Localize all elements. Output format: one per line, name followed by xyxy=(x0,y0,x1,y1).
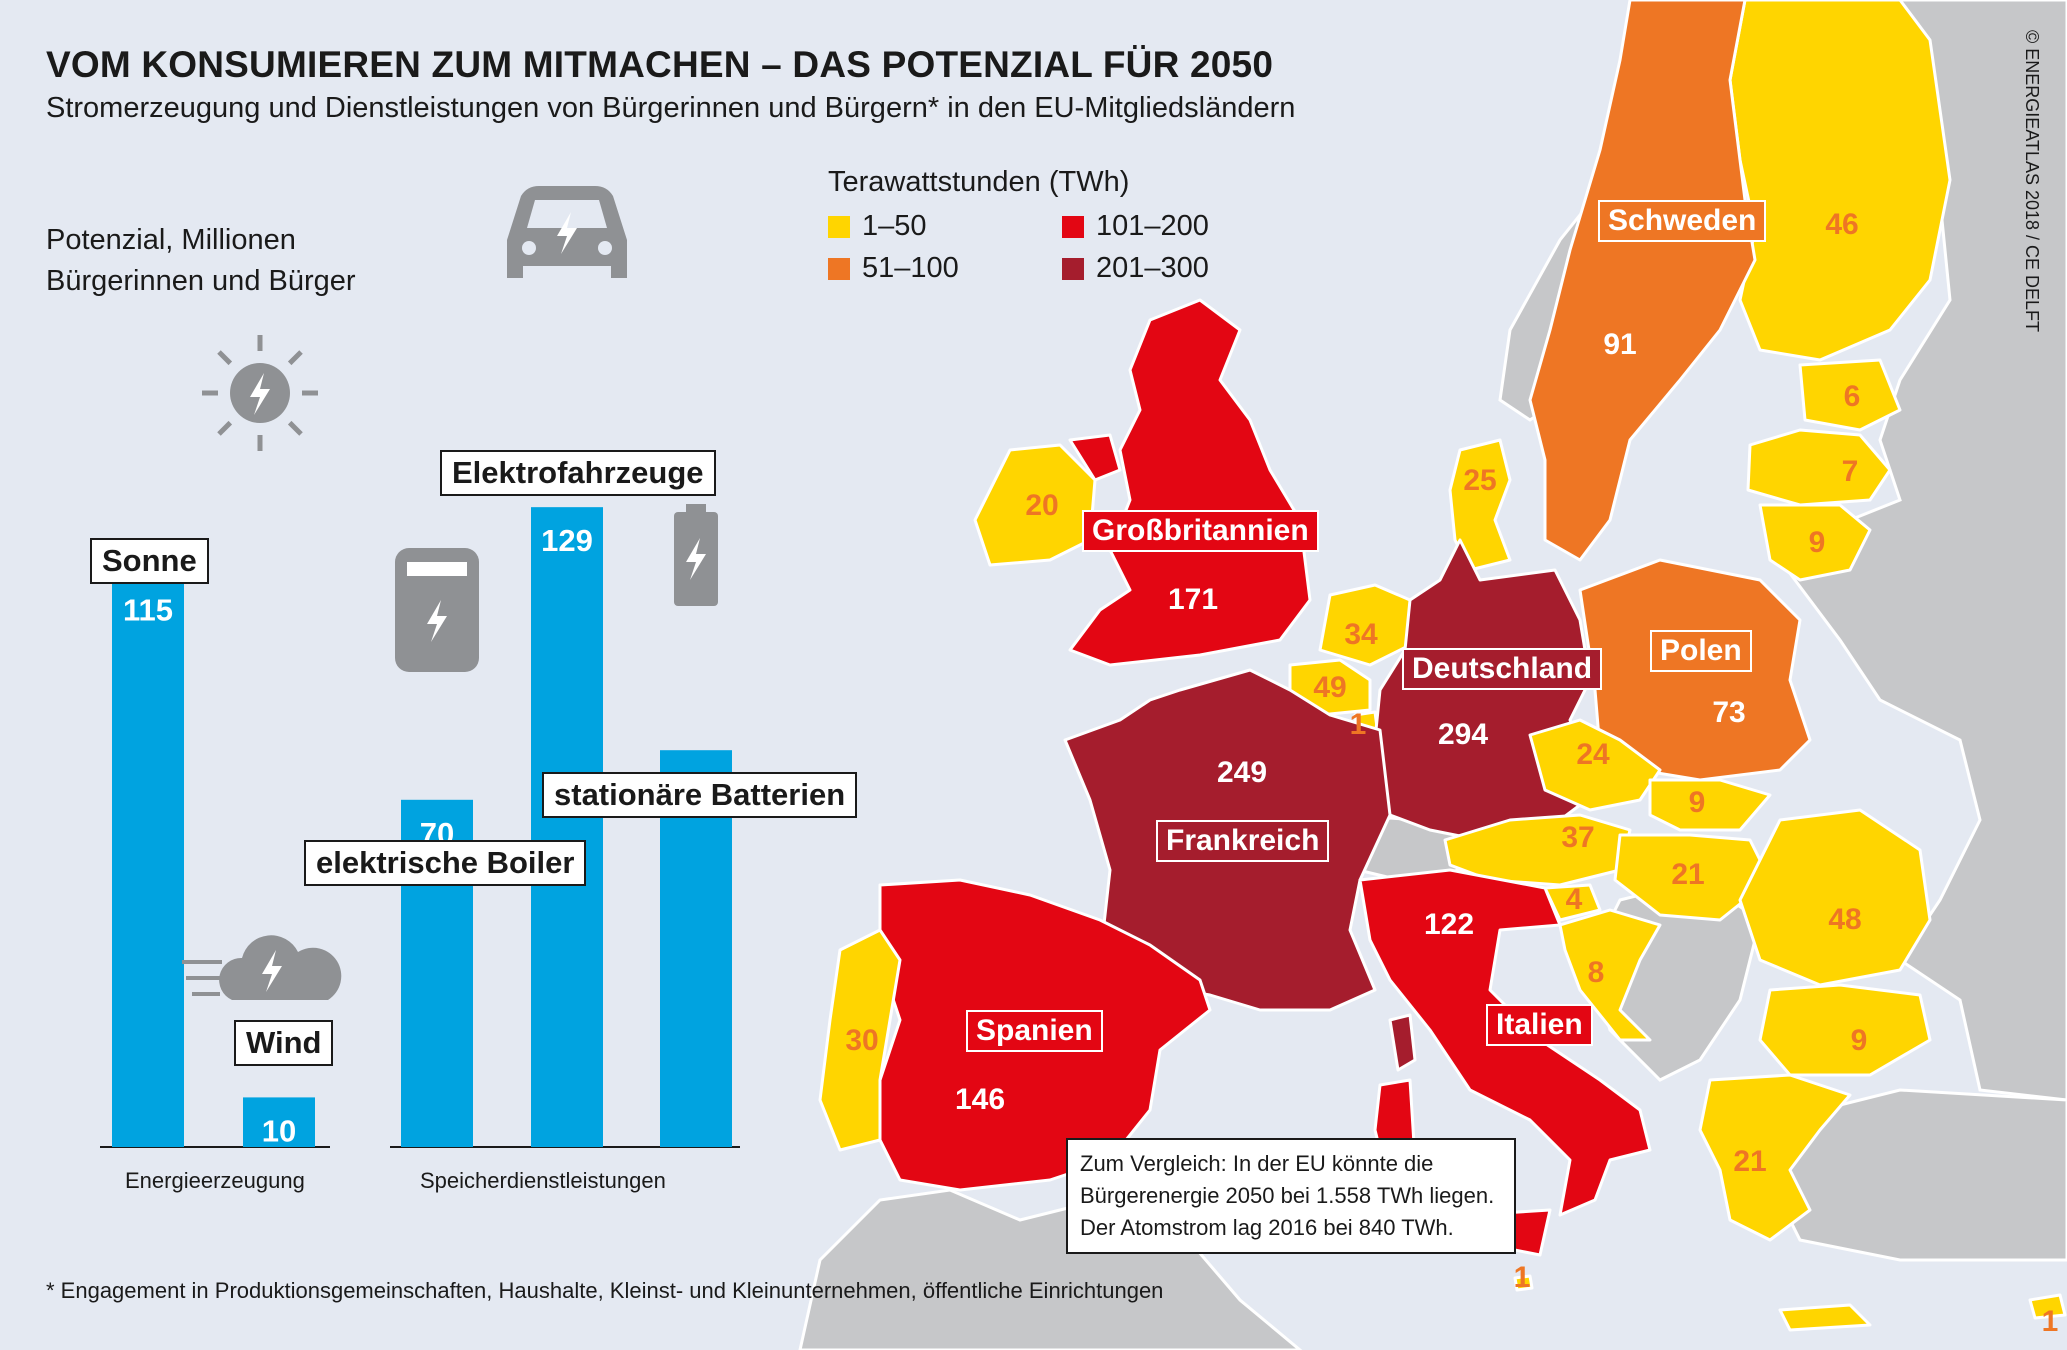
country-value-label: 21 xyxy=(1733,1145,1767,1178)
country-value-label: 6 xyxy=(1843,380,1861,413)
denmark-shape xyxy=(1448,438,1512,572)
bar-category-label: Elektrofahrzeuge xyxy=(440,450,716,496)
country-value-label: 7 xyxy=(1841,455,1859,488)
estonia-shape xyxy=(1798,358,1902,432)
finland-shape xyxy=(1728,0,1952,362)
bar-category-label: Wind xyxy=(234,1020,334,1066)
crete-shape xyxy=(1778,1303,1872,1332)
bar-group-label: Speicherdienstleistungen xyxy=(420,1168,666,1193)
country-value-label: 294 xyxy=(1437,718,1489,751)
lithuania-shape xyxy=(1758,503,1872,582)
country-value-label: 1 xyxy=(1349,708,1367,741)
country-value-label: 25 xyxy=(1463,464,1497,497)
country-value-label: 34 xyxy=(1344,618,1378,651)
country-value-label: 21 xyxy=(1671,858,1705,891)
country-value-label: 46 xyxy=(1825,208,1859,241)
country-value-label: 4 xyxy=(1565,883,1583,916)
credit-text: © ENERGIEATLAS 2018 / CE DELFT xyxy=(2022,30,2042,333)
sweden-shape xyxy=(1528,0,1757,562)
cyprus-shape xyxy=(2028,1293,2067,1320)
great-britain-shape xyxy=(1068,298,1312,667)
slovakia-shape xyxy=(1648,778,1772,832)
romania-shape xyxy=(1738,808,1932,987)
croatia-shape xyxy=(1558,908,1662,1042)
bar-category-label: elektrische Boiler xyxy=(304,840,587,886)
legend-swatch xyxy=(828,257,850,280)
legend-swatch xyxy=(1062,257,1084,280)
country-label: Spanien xyxy=(966,1010,1103,1052)
country-value-label: 48 xyxy=(1828,903,1862,936)
country-value-label: 8 xyxy=(1587,956,1605,989)
country-label: Italien xyxy=(1486,1004,1593,1046)
ireland-shape xyxy=(973,443,1097,567)
country-value-label: 91 xyxy=(1603,328,1637,361)
country-value-label: 1 xyxy=(1513,1261,1531,1294)
legend-item-201-300: 201–300 xyxy=(1062,252,1209,285)
country-value-label: 37 xyxy=(1561,821,1595,854)
country-value-label: 171 xyxy=(1167,583,1219,616)
country-label: Großbritannien xyxy=(1082,510,1319,552)
legend-item-51-100: 51–100 xyxy=(828,252,959,285)
bar-category-label: stationäre Batterien xyxy=(542,772,858,818)
country-label: Polen xyxy=(1650,630,1752,672)
footnote: * Engagement in Produktionsgemeinschafte… xyxy=(46,1278,1164,1303)
bulgaria-shape xyxy=(1758,983,1932,1077)
latvia-shape xyxy=(1746,428,1892,507)
country-value-label: 20 xyxy=(1025,489,1059,522)
legend-item-101-200: 101–200 xyxy=(1062,210,1209,243)
portugal-shape xyxy=(818,928,902,1152)
country-value-label: 9 xyxy=(1808,526,1826,559)
country-value-label: 30 xyxy=(845,1024,879,1057)
legend-title: Terawattstunden (TWh) xyxy=(828,166,1130,198)
comparison-note: Zum Vergleich: In der EU könnte die Bürg… xyxy=(1066,1138,1516,1254)
country-value-label: 249 xyxy=(1216,756,1268,789)
northern-ireland-shape xyxy=(1068,433,1122,482)
country-value-label: 73 xyxy=(1712,696,1746,729)
greece-shape xyxy=(1698,1073,1852,1242)
country-value-label: 122 xyxy=(1423,908,1475,941)
country-value-label: 9 xyxy=(1688,786,1706,819)
russia-belarus-ukraine-shape xyxy=(1777,0,2067,1102)
country-value-label: 146 xyxy=(954,1083,1006,1116)
country-label: Schweden xyxy=(1597,200,1767,242)
page-title: VOM KONSUMIEREN ZUM MITMACHEN – DAS POTE… xyxy=(46,44,1274,85)
page-subtitle: Stromerzeugung und Dienstleistungen von … xyxy=(46,92,1296,124)
malta-shape xyxy=(1513,1274,1534,1292)
country-label: Frankreich xyxy=(1155,820,1330,862)
bar-chart-ylabel: Potenzial, Millionen Bürgerinnen und Bür… xyxy=(46,224,356,297)
country-value-label: 9 xyxy=(1850,1024,1868,1057)
country-value-label: 1 xyxy=(2041,1305,2059,1338)
legend-item-1-50: 1–50 xyxy=(828,210,927,243)
corsica-shape xyxy=(1388,1013,1417,1072)
bar-category-label: Sonne xyxy=(90,538,209,584)
country-value-label: 24 xyxy=(1576,738,1610,771)
country-label: Deutschland xyxy=(1401,648,1603,690)
country-value-label: 49 xyxy=(1313,671,1347,704)
legend-swatch xyxy=(828,215,850,238)
legend-swatch xyxy=(1062,215,1084,238)
bar-group-label: Energieerzeugung xyxy=(125,1168,305,1193)
